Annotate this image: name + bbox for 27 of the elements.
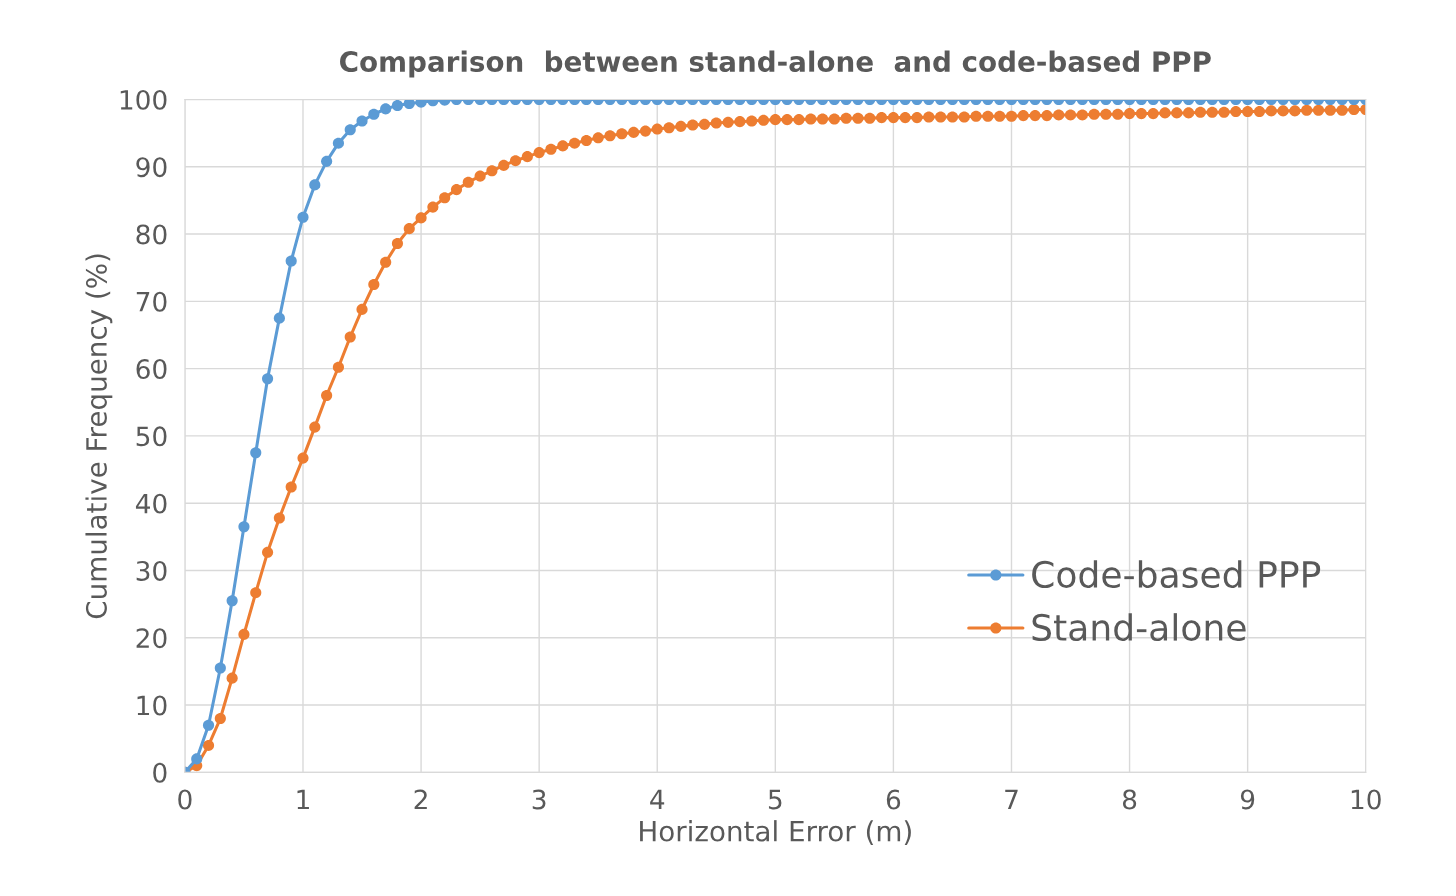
y-tick-label: 60 [136,359,167,380]
y-tick-label: 10 [137,695,167,716]
x-tick-label: 4 [650,789,665,810]
y-tick-label: 50 [136,426,167,447]
y-tick-label: 90 [136,157,167,178]
x-tick-label: 8 [1122,789,1137,810]
y-tick-label: 40 [135,493,167,514]
x-axis-title: Horizontal Error (m) [640,820,911,845]
y-axis-title: Cumulative Frequency (%) [85,254,113,619]
legend-label: Stand-alone [1032,613,1246,642]
y-tick-label: 30 [136,560,167,581]
x-tick-label: 3 [532,789,546,810]
y-tick-label: 0 [153,762,167,783]
x-tick-label: 0 [178,789,192,810]
y-tick-label: 100 [120,89,167,110]
legend-label: Code-based PPP [1032,560,1321,589]
x-tick-label: 9 [1240,789,1255,810]
y-tick-label: 80 [136,224,167,245]
x-tick-label: 10 [1351,789,1381,810]
x-tick-label: 2 [414,789,427,810]
chart-title: Comparison between stand-alone and code-based PPP [340,50,1211,78]
x-tick-label: 5 [768,789,782,810]
x-tick-label: 7 [1005,789,1018,810]
y-tick-label: 20 [136,628,167,649]
x-tick-label: 6 [886,789,901,810]
x-tick-label: 1 [297,789,309,810]
y-tick-label: 70 [136,291,167,312]
